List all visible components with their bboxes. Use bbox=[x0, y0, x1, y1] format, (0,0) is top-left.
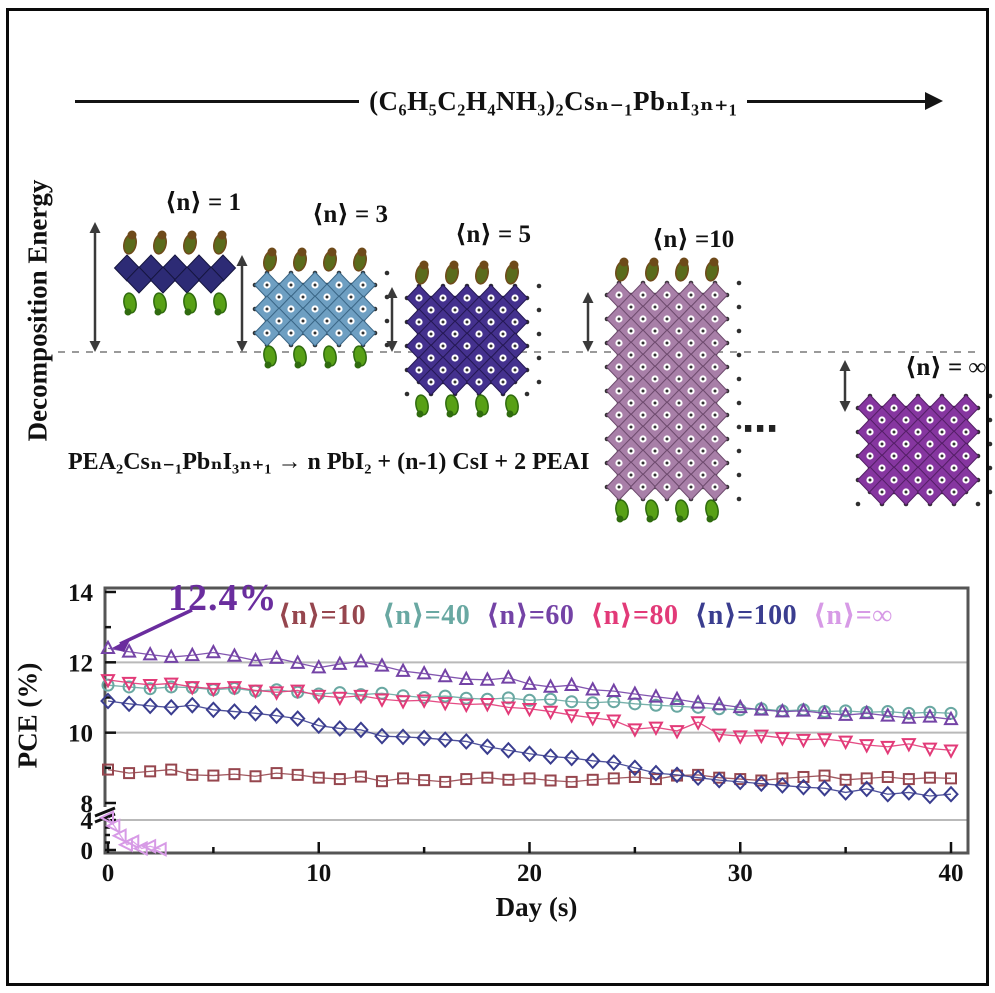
svg-text:4: 4 bbox=[81, 808, 94, 835]
series-triangle-up bbox=[100, 639, 959, 726]
structure-label: ⟨n⟩ = 5 bbox=[455, 221, 531, 248]
arrow-line-right bbox=[747, 99, 925, 103]
ellipsis-dots: ⋯ bbox=[742, 409, 782, 449]
structure-label: ⟨n⟩ = 1 bbox=[165, 189, 241, 216]
annotation-arrow bbox=[112, 608, 193, 652]
svg-text:30: 30 bbox=[728, 860, 753, 887]
series-triangle-left bbox=[98, 810, 167, 857]
pce-annotation: 12.4% bbox=[168, 577, 278, 619]
svg-text:40: 40 bbox=[939, 860, 964, 887]
svg-text:10: 10 bbox=[306, 860, 331, 887]
legend-item-triangle-down: ⟨n⟩=80 bbox=[590, 600, 679, 631]
decomposition-energy-arrow bbox=[89, 222, 101, 352]
svg-text:0: 0 bbox=[81, 838, 94, 865]
structures-panel: ⟨n⟩ = 1 ⟨n⟩ = 3 ⟨n⟩ = 5 ⟨n⟩ =10 ⟨n⟩ = ∞ bbox=[58, 189, 993, 523]
arrow-head-icon bbox=[925, 92, 943, 110]
reaction-equation: PEA₂Csₙ₋₁PbₙI₃ₙ₊₁ → n PbI₂ + (n-1) CsI +… bbox=[68, 449, 590, 475]
axis-break bbox=[94, 806, 116, 824]
chart-legend: ⟨n⟩=10 ⟨n⟩=40 ⟨n⟩=60 ⟨n⟩=80 ⟨n⟩=100 ⟨n⟩=∞ bbox=[278, 598, 893, 632]
svg-text:20: 20 bbox=[517, 860, 542, 887]
legend-item-triangle-up: ⟨n⟩=60 bbox=[486, 600, 575, 631]
legend-item-square: ⟨n⟩=10 bbox=[278, 600, 367, 631]
structure-n-1: ⟨n⟩ = 1 bbox=[113, 189, 241, 316]
svg-text:12: 12 bbox=[68, 650, 93, 677]
structure-n-5: ⟨n⟩ = ∞ bbox=[855, 354, 993, 507]
legend-item-circle: ⟨n⟩=40 bbox=[382, 600, 471, 631]
structure-label: ⟨n⟩ =10 bbox=[652, 226, 734, 253]
series-formula: (C₆H₅C₂H₄NH₃)₂Csₙ₋₁PbₙI₃ₙ₊₁ bbox=[369, 85, 738, 116]
svg-text:14: 14 bbox=[68, 580, 94, 607]
svg-text:8: 8 bbox=[81, 791, 94, 818]
svg-text:0: 0 bbox=[102, 860, 115, 887]
structure-label: ⟨n⟩ = ∞ bbox=[905, 354, 987, 381]
structure-n-3: ⟨n⟩ = 5 bbox=[404, 221, 542, 418]
arrow-line-left bbox=[75, 99, 360, 103]
svg-text:10: 10 bbox=[68, 721, 93, 748]
structure-n-4: ⟨n⟩ =10 bbox=[604, 226, 742, 523]
plot-frame bbox=[103, 586, 970, 855]
decomposition-energy-arrow bbox=[582, 292, 594, 352]
legend-item-diamond: ⟨n⟩=100 bbox=[694, 600, 798, 631]
x-axis-title: Day (s) bbox=[496, 892, 578, 922]
decomposition-energy-arrow bbox=[839, 360, 851, 412]
legend-item-triangle-left: ⟨n⟩=∞ bbox=[813, 600, 893, 631]
decomposition-energy-arrow bbox=[236, 255, 248, 352]
structure-label: ⟨n⟩ = 3 bbox=[312, 201, 388, 228]
series-diamond bbox=[100, 692, 959, 805]
composition-arrow: (C₆H₅C₂H₄NH₃)₂Csₙ₋₁PbₙI₃ₙ₊₁ bbox=[75, 86, 943, 116]
decomposition-energy-arrow bbox=[386, 287, 398, 352]
structure-n-2: ⟨n⟩ = 3 bbox=[252, 201, 390, 369]
series-triangle-down bbox=[100, 674, 959, 759]
